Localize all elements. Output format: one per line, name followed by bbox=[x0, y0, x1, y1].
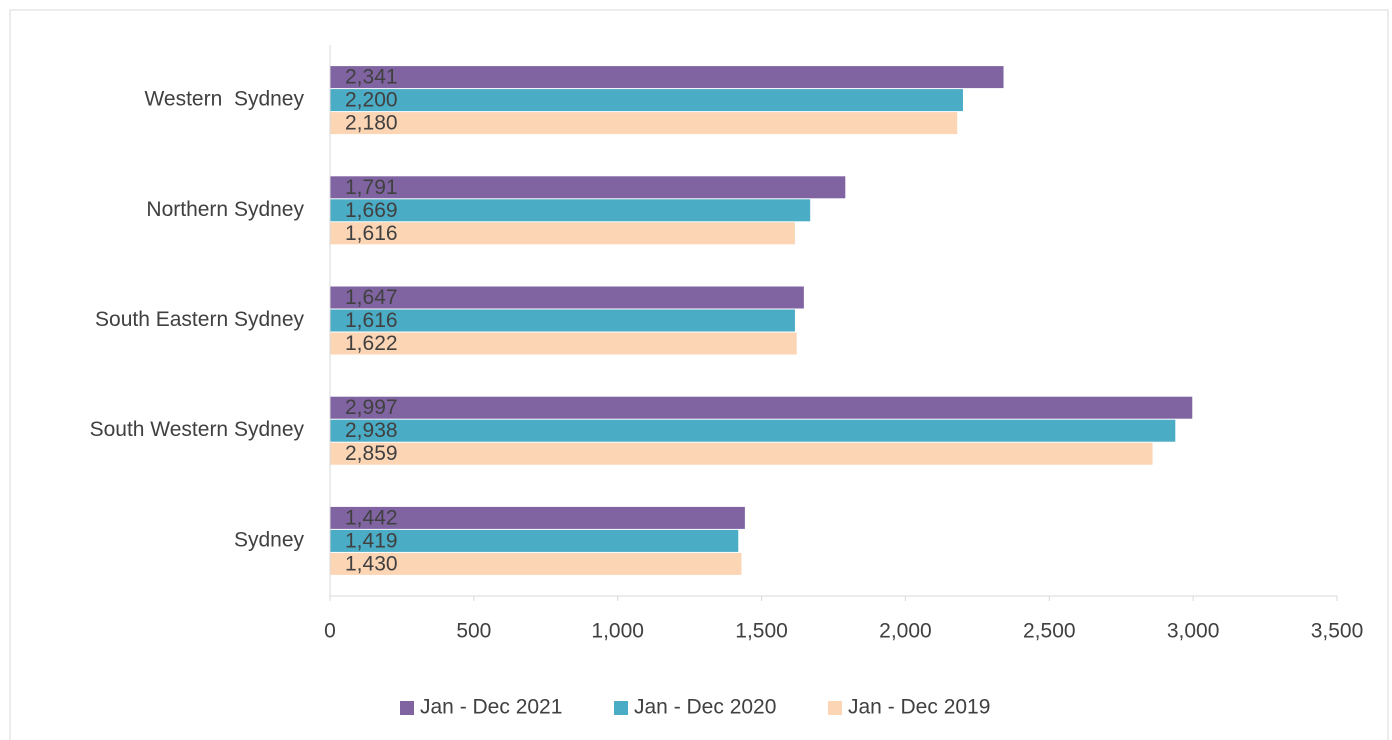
bar bbox=[330, 112, 958, 135]
chart-frame bbox=[9, 9, 1389, 740]
bar bbox=[330, 396, 1193, 419]
value-label: 1,616 bbox=[345, 309, 398, 332]
legend-label: Jan - Dec 2020 bbox=[634, 696, 776, 719]
bar bbox=[330, 309, 795, 332]
bar bbox=[330, 419, 1176, 442]
y-tick-label: South Eastern Sydney bbox=[95, 308, 304, 331]
y-tick-label: South Western Sydney bbox=[90, 418, 305, 441]
x-tick-label: 1,500 bbox=[735, 620, 788, 643]
value-label: 2,997 bbox=[345, 396, 398, 419]
x-tick-label: 500 bbox=[456, 620, 491, 643]
value-label: 1,622 bbox=[345, 332, 398, 355]
y-tick-label: Western Sydney bbox=[144, 88, 304, 111]
bar bbox=[330, 286, 804, 309]
value-label: 1,419 bbox=[345, 529, 398, 552]
value-label: 2,341 bbox=[345, 66, 398, 89]
value-label: 1,647 bbox=[345, 286, 398, 309]
legend-label: Jan - Dec 2021 bbox=[420, 696, 562, 719]
x-tick-label: 3,000 bbox=[1167, 620, 1220, 643]
value-label: 1,669 bbox=[345, 199, 398, 222]
legend-label: Jan - Dec 2019 bbox=[848, 696, 990, 719]
value-label: 2,859 bbox=[345, 442, 398, 465]
x-tick-label: 3,500 bbox=[1311, 620, 1364, 643]
bar bbox=[330, 506, 745, 529]
x-tick-label: 2,000 bbox=[879, 620, 932, 643]
legend-swatch bbox=[400, 701, 414, 715]
value-label: 1,616 bbox=[345, 222, 398, 245]
x-tick-label: 0 bbox=[324, 620, 336, 643]
bar bbox=[330, 442, 1153, 465]
bar bbox=[330, 176, 846, 199]
y-tick-label: Sydney bbox=[234, 528, 305, 551]
x-tick-label: 1,000 bbox=[591, 620, 644, 643]
value-label: 2,938 bbox=[345, 419, 398, 442]
legend-swatch bbox=[614, 701, 628, 715]
bar bbox=[330, 89, 963, 112]
value-label: 1,791 bbox=[345, 176, 398, 199]
bar bbox=[330, 332, 797, 355]
bar bbox=[330, 552, 742, 575]
bar bbox=[330, 222, 795, 245]
value-label: 1,442 bbox=[345, 506, 398, 529]
value-label: 2,200 bbox=[345, 89, 398, 112]
bar bbox=[330, 66, 1004, 89]
x-tick-label: 2,500 bbox=[1023, 620, 1076, 643]
value-label: 1,430 bbox=[345, 552, 398, 575]
bar bbox=[330, 199, 811, 222]
value-label: 2,180 bbox=[345, 112, 398, 135]
y-tick-label: Northern Sydney bbox=[146, 198, 304, 221]
legend-swatch bbox=[828, 701, 842, 715]
bar bbox=[330, 529, 739, 552]
